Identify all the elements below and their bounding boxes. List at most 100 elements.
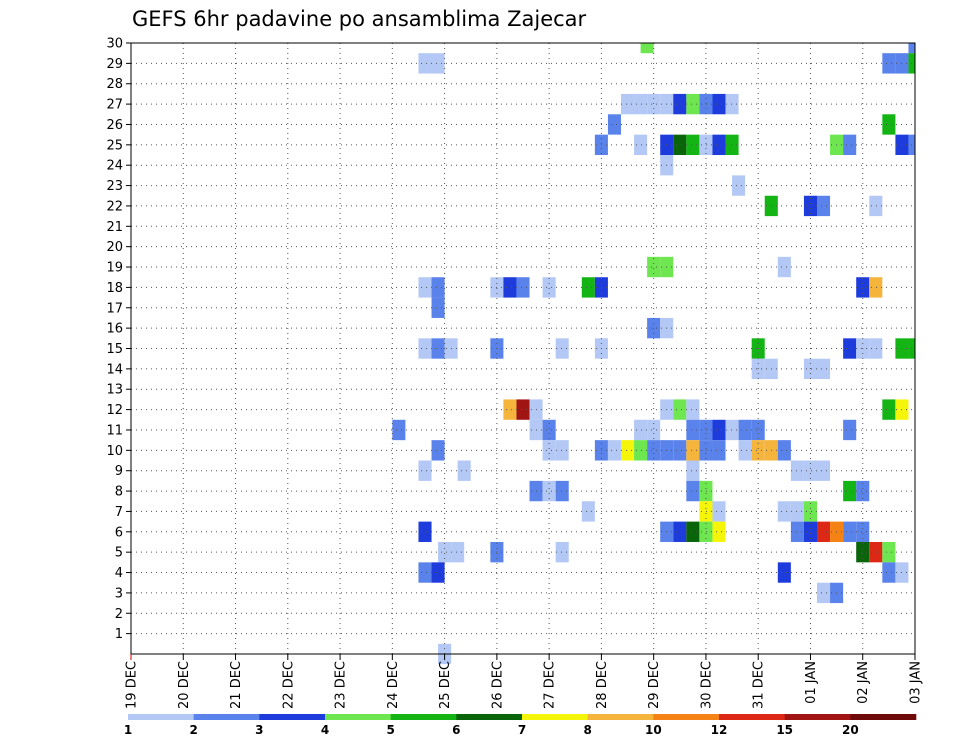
precip-cell [686,419,700,441]
precip-cell [817,195,831,217]
precip-cell [431,562,445,583]
colorbar-label: 20 [842,723,859,737]
precip-cell [686,460,700,481]
precip-cell [790,460,804,481]
precip-cell [712,501,726,522]
precip-cell [882,562,896,583]
precip-cell [647,256,661,278]
precip-cell [699,521,713,542]
precip-cell [712,521,726,542]
y-tick-label: 1 [115,627,123,642]
x-tick-label: 03 JAN [909,661,924,704]
precip-cell [431,440,445,461]
y-tick-label: 3 [115,586,123,601]
precip-cell [843,338,857,359]
x-tick-label: 20 DEC [177,661,192,709]
precip-cell [699,480,713,502]
colorbar-swatch [456,714,523,720]
chart-title: GEFS 6hr padavine po ansamblima Zajecar [132,7,587,31]
precip-cell [738,440,752,461]
precip-cell [418,338,432,359]
precip-cell [516,399,530,420]
precip-cell [790,501,804,522]
precip-cell [647,419,661,441]
precip-cell [621,93,635,115]
colorbar-swatch [719,714,785,720]
precip-cell [777,562,791,583]
precip-cell [699,134,713,156]
precip-cell [673,93,687,115]
precip-cell [516,277,530,298]
precip-cell [607,114,621,135]
y-tick-label: 14 [106,362,123,377]
precip-cell [699,440,713,461]
precip-cell [634,93,648,115]
precip-cell [673,399,687,420]
precip-cell [634,134,648,156]
precip-cell [908,43,915,54]
y-tick-label: 4 [115,566,123,581]
precip-cell [856,521,870,542]
colorbar-swatch [522,714,588,720]
colorbar-label: 4 [321,723,329,737]
colorbar-swatch [128,714,194,720]
precip-cell [418,562,432,583]
precip-cell [581,501,595,522]
colorbar-label: 1 [124,723,132,737]
colorbar-swatch [850,714,917,720]
precip-cell [803,501,817,522]
precip-cell [555,541,569,563]
y-axis: 1234567891011121314151617181920212223242… [106,37,131,642]
colorbar-label: 15 [776,723,793,737]
colorbar-label: 6 [452,723,460,737]
y-tick-label: 12 [106,403,123,418]
colorbar-swatch [653,714,720,720]
y-tick-label: 21 [106,220,123,235]
x-tick-label: 21 DEC [229,661,244,709]
precip-cell [869,338,883,359]
colorbar: 1 2 3 4 5 6 7 8 10 12 15 20 [124,714,917,737]
precip-cell [647,93,661,115]
y-tick-label: 2 [115,607,123,622]
precip-cell [686,440,700,461]
y-tick-label: 10 [106,444,123,459]
precip-cell [843,419,857,441]
precip-cell [673,440,687,461]
x-tick-label: 27 DEC [543,661,558,709]
y-tick-label: 27 [106,98,123,113]
precip-cell [686,134,700,156]
y-tick-label: 13 [106,383,123,398]
y-tick-label: 29 [106,57,123,72]
precip-cell [817,582,831,604]
precip-cell [712,93,726,115]
precip-cell [732,175,746,196]
x-tick-label: 23 DEC [334,661,349,709]
y-tick-label: 11 [106,423,123,438]
precip-cell [751,440,765,461]
precip-cell [647,440,661,461]
precip-cell [542,419,556,441]
colorbar-swatch [193,714,260,720]
precip-cell [817,521,831,542]
x-tick-label: 24 DEC [386,661,401,709]
y-tick-label: 26 [106,118,123,133]
colorbar-label: 5 [386,723,394,737]
precip-cell [725,93,739,115]
precip-cell [581,277,595,298]
precip-cell [790,521,804,542]
x-tick-label: 02 JAN [856,661,871,704]
precip-cell [686,521,700,542]
precip-cell [673,134,687,156]
precip-cell [392,419,406,441]
precip-cell [555,338,569,359]
precip-cell [634,419,648,441]
precip-cell [843,134,857,156]
precip-cell [555,440,569,461]
colorbar-label: 3 [255,723,263,737]
y-tick-label: 6 [115,525,123,540]
precip-cell [856,541,870,563]
precip-cell [686,399,700,420]
precip-cell [777,501,791,522]
precip-cell [699,93,713,115]
